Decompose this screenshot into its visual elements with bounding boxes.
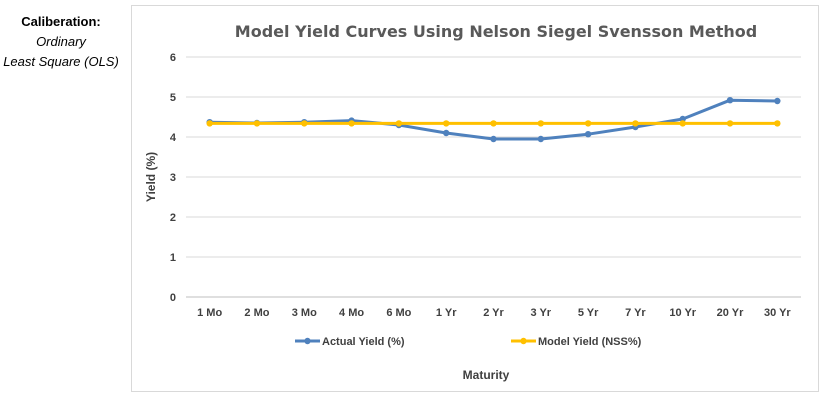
x-tick-label: 30 Yr xyxy=(764,307,791,319)
data-point-1 xyxy=(301,120,308,127)
y-axis-title: Yield (%) xyxy=(144,152,158,202)
data-point-0 xyxy=(679,115,686,123)
x-tick-label: 10 Yr xyxy=(669,307,696,319)
data-point-1 xyxy=(774,120,781,127)
y-tick-label: 0 xyxy=(170,292,176,304)
x-tick-label: 4 Mo xyxy=(339,307,364,319)
data-point-1 xyxy=(679,120,686,127)
legend-marker-1 xyxy=(520,337,527,345)
y-axis-ticks: 0 1 2 3 4 5 6 xyxy=(170,52,177,304)
calibration-method-line1: Ordinary xyxy=(36,34,86,49)
x-tick-label: 7 Yr xyxy=(625,307,646,319)
y-tick-label: 2 xyxy=(170,212,176,224)
chart-area xyxy=(131,5,819,392)
data-point-1 xyxy=(584,120,592,127)
calibration-method-line2: Least Square (OLS) xyxy=(3,54,119,69)
grid-lines xyxy=(186,56,801,298)
legend-marker-0 xyxy=(304,337,311,345)
data-point-1 xyxy=(395,120,403,127)
x-tick-label: 1 Mo xyxy=(197,307,222,319)
x-tick-label: 2 Yr xyxy=(483,307,504,319)
series-layer xyxy=(206,97,781,143)
y-tick-label: 3 xyxy=(170,172,176,184)
data-point-1 xyxy=(490,120,497,127)
x-axis-ticks: 1 Mo 2 Mo 3 Mo 4 Mo 6 Mo 1 Yr 2 Yr 3 Yr 5 Yr 7 Yr… xyxy=(197,307,791,319)
x-tick-label: 3 Yr xyxy=(531,307,552,319)
legend-label-1: Model Yield (NSS%) xyxy=(538,336,642,348)
data-point-0 xyxy=(726,97,734,104)
x-tick-label: 3 Mo xyxy=(292,307,317,319)
data-point-1 xyxy=(632,120,639,127)
data-point-0 xyxy=(774,97,781,105)
data-point-0 xyxy=(442,129,450,137)
x-tick-label: 5 Yr xyxy=(578,307,599,319)
y-tick-label: 1 xyxy=(170,252,176,264)
chart-title: Model Yield Curves Using Nelson Siegel S… xyxy=(235,22,757,41)
data-point-1 xyxy=(726,120,734,127)
y-tick-label: 4 xyxy=(170,132,177,144)
legend-label-0: Actual Yield (%) xyxy=(322,336,405,348)
x-tick-label: 1 Yr xyxy=(436,307,457,319)
data-point-0 xyxy=(584,131,592,138)
calibration-label: Caliberation: Ordinary Least Square (OLS… xyxy=(0,12,122,72)
x-tick-label: 20 Yr xyxy=(717,307,744,319)
x-tick-label: 6 Mo xyxy=(386,307,411,319)
x-axis-title: Maturity xyxy=(463,368,510,382)
y-tick-label: 5 xyxy=(170,92,176,104)
legend: Actual Yield (%) Model Yield (NSS%) xyxy=(295,336,642,348)
data-point-1 xyxy=(442,120,450,127)
data-point-0 xyxy=(537,135,545,143)
data-point-1 xyxy=(537,120,545,127)
data-point-1 xyxy=(206,120,213,127)
x-tick-label: 2 Mo xyxy=(244,307,269,319)
calibration-heading: Caliberation: xyxy=(21,14,101,29)
data-point-1 xyxy=(253,120,261,127)
series-line-0 xyxy=(209,98,778,141)
data-point-0 xyxy=(490,135,497,143)
data-point-1 xyxy=(348,120,355,127)
y-tick-label: 6 xyxy=(170,52,176,64)
